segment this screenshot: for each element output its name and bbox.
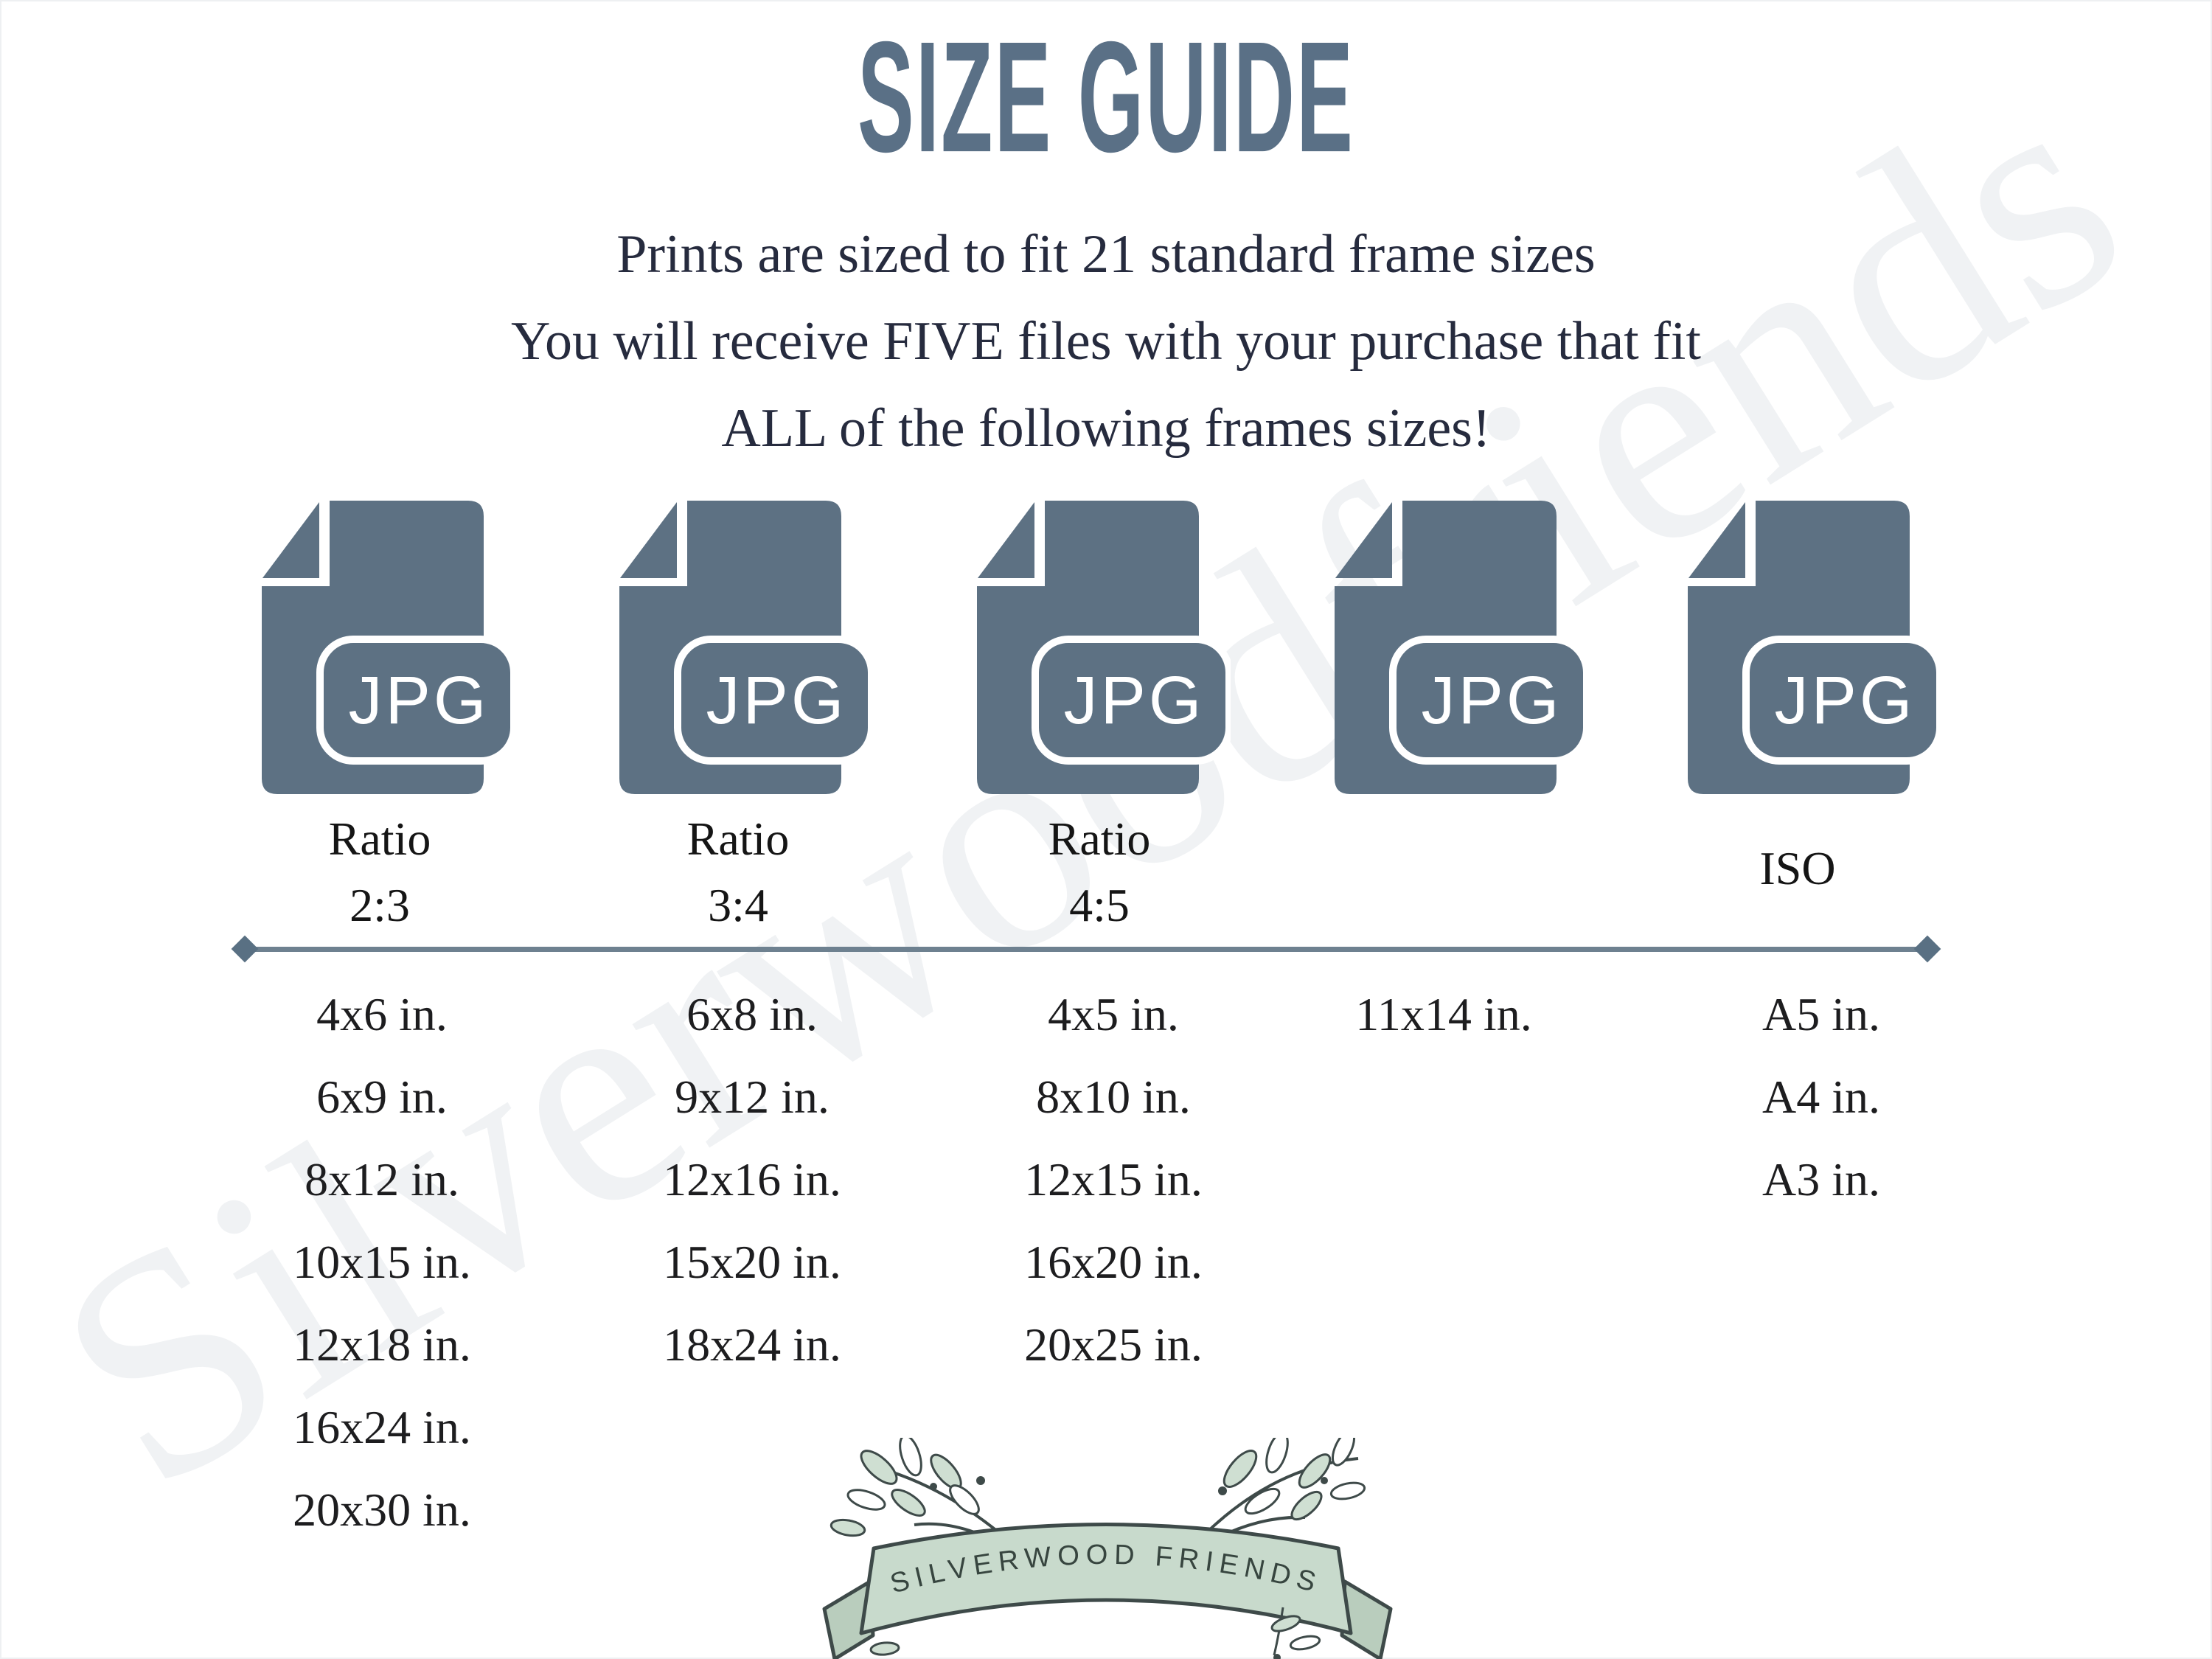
file-fold-corner bbox=[1335, 502, 1392, 578]
file-badge-label: JPG bbox=[706, 663, 847, 738]
file-badge bbox=[316, 636, 515, 765]
divider-diamond-left bbox=[231, 935, 259, 963]
size-cell: 20x25 in. bbox=[1024, 1318, 1203, 1371]
size-cell: A4 in. bbox=[1762, 1071, 1880, 1123]
file-badge-label: JPG bbox=[1422, 663, 1562, 738]
intro-line-2: You will receive FIVE files with your pu… bbox=[511, 311, 1701, 372]
right-botanical-sprig bbox=[1193, 1438, 1366, 1550]
page-title: SIZE GUIDE bbox=[0, 18, 2212, 175]
divider-diamond-right bbox=[1913, 935, 1941, 963]
size-cell: 20x30 in. bbox=[293, 1484, 471, 1536]
file-fold-corner bbox=[620, 502, 677, 578]
jpg-file-icon: JPG bbox=[619, 501, 873, 794]
size-cell: 18x24 in. bbox=[663, 1318, 841, 1371]
jpg-file-icon: JPG bbox=[262, 501, 515, 794]
intro-line-3: ALL of the following frames sizes! bbox=[721, 398, 1491, 459]
size-cell: A3 in. bbox=[1762, 1153, 1880, 1206]
size-cell: 12x15 in. bbox=[1024, 1153, 1203, 1206]
intro-paragraph: Prints are sized to fit 21 standard fram… bbox=[0, 211, 2212, 472]
shop-logo: SILVERWOOD FRIENDS bbox=[822, 1438, 1393, 1659]
ratio-word: Ratio bbox=[328, 813, 431, 865]
file-badge bbox=[674, 636, 873, 765]
file-fold-corner bbox=[1688, 502, 1745, 578]
file-badge-label: JPG bbox=[1064, 663, 1205, 738]
file-badge bbox=[1389, 636, 1588, 765]
size-cell: A5 in. bbox=[1762, 988, 1880, 1040]
ratio-word: Ratio bbox=[1048, 813, 1151, 865]
jpg-file-icon: JPG bbox=[1688, 501, 1941, 794]
size-cell: 10x15 in. bbox=[293, 1236, 471, 1288]
intro-line-1: Prints are sized to fit 21 standard fram… bbox=[616, 224, 1596, 285]
file-badge bbox=[1032, 636, 1231, 765]
jpg-file-icon: JPG bbox=[977, 501, 1231, 794]
size-cell: 4x5 in. bbox=[1048, 988, 1179, 1040]
file-badge bbox=[1742, 636, 1941, 765]
size-cell: 12x16 in. bbox=[663, 1153, 841, 1206]
size-cell: 8x12 in. bbox=[305, 1153, 459, 1206]
page-title-text: SIZE GUIDE bbox=[857, 8, 1355, 185]
size-cell: 8x10 in. bbox=[1036, 1071, 1191, 1123]
banner-ribbon bbox=[859, 1523, 1353, 1635]
size-cell: 11x14 in. bbox=[1355, 988, 1532, 1040]
ratio-value: 2:3 bbox=[349, 879, 410, 931]
size-cell: 16x20 in. bbox=[1024, 1236, 1203, 1288]
jpg-file-icon: JPG bbox=[1335, 501, 1588, 794]
ratio-word: Ratio bbox=[686, 813, 790, 865]
size-cell: 6x9 in. bbox=[316, 1071, 448, 1123]
divider-line bbox=[245, 947, 1927, 952]
size-cell: 16x24 in. bbox=[293, 1401, 471, 1453]
size-cell: 9x12 in. bbox=[675, 1071, 830, 1123]
ratio-value: 4:5 bbox=[1069, 879, 1130, 931]
size-cell: 6x8 in. bbox=[686, 988, 818, 1040]
dangling-leaves bbox=[869, 1607, 1321, 1659]
iso-label: ISO bbox=[1759, 842, 1836, 894]
ratio-value: 3:4 bbox=[708, 879, 768, 931]
file-fold-corner bbox=[262, 502, 319, 578]
file-fold-corner bbox=[978, 502, 1034, 578]
size-cell: 12x18 in. bbox=[293, 1318, 471, 1371]
file-badge-label: JPG bbox=[1775, 663, 1916, 738]
size-cell: 4x6 in. bbox=[316, 988, 448, 1040]
size-cell: 15x20 in. bbox=[663, 1236, 841, 1288]
left-botanical-sprig bbox=[830, 1438, 1019, 1554]
file-badge-label: JPG bbox=[349, 663, 490, 738]
